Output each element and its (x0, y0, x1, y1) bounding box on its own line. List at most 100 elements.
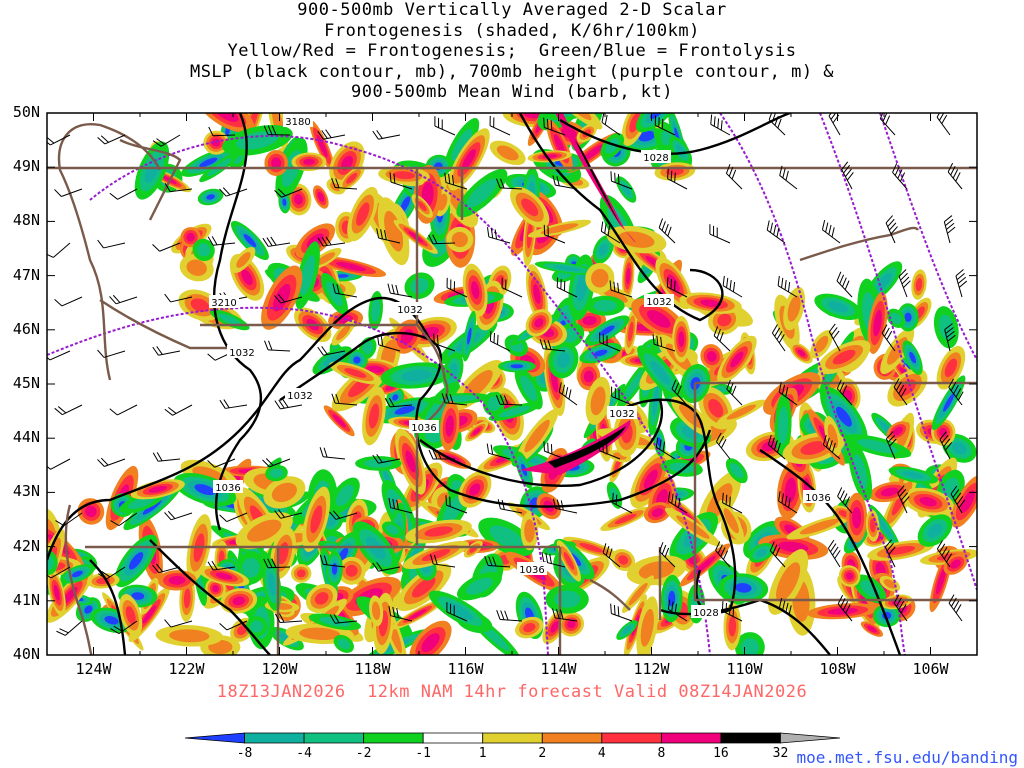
frontogenesis-blob (263, 476, 306, 509)
frontogenesis-blob (700, 344, 724, 369)
frontogenesis-blob (621, 251, 635, 301)
frontogenesis-blob (396, 563, 452, 612)
frontogenesis-blob (312, 346, 352, 375)
frontogenesis-blob (725, 458, 748, 484)
frontogenesis-blob (465, 421, 489, 442)
colorbar-segment (303, 732, 365, 744)
frontogenesis-blob (616, 620, 638, 640)
frontogenesis-blob (585, 295, 625, 316)
frontogenesis-blob (362, 386, 386, 446)
frontogenesis-blob (838, 565, 861, 587)
frontogenesis-blob (198, 565, 250, 587)
frontogenesis-blob (716, 399, 766, 425)
frontogenesis-blob (613, 408, 641, 457)
frontogenesis-blob (592, 235, 614, 264)
frontogenesis-blob (527, 219, 592, 238)
frontogenesis-blob (636, 596, 659, 655)
frontogenesis-blob (584, 315, 630, 346)
colorbar-tick-label: 8 (657, 746, 666, 761)
frontogenesis-blob (585, 262, 615, 294)
frontogenesis-blob (525, 309, 553, 337)
frontogenesis-blob (489, 140, 526, 166)
frontogenesis-blob (585, 376, 611, 425)
frontogenesis-blob (456, 572, 502, 601)
frontogenesis-blob (329, 361, 382, 385)
frontogenesis-blob (600, 506, 651, 531)
frontogenesis-blob (323, 405, 355, 437)
frontogenesis-blob (807, 603, 879, 620)
frontogenesis-blob (47, 550, 58, 575)
frontogenesis-blob (291, 563, 312, 583)
frontogenesis-blob (911, 269, 927, 300)
frontogenesis-blob (320, 272, 348, 315)
frontogenesis-blob (262, 557, 282, 611)
frontogenesis-blob (157, 570, 197, 591)
frontogenesis-blob (368, 290, 383, 330)
frontogenesis-blob (515, 616, 544, 639)
frontogenesis-blob (579, 342, 622, 364)
colorbar-segment (244, 732, 305, 744)
frontogenesis-blob (698, 386, 734, 430)
frontogenesis-blob (308, 613, 362, 631)
frontogenesis-blob (312, 185, 329, 209)
colorbar-segment (541, 732, 603, 744)
frontogenesis-blob (326, 551, 343, 587)
frontogenesis-blob (305, 583, 338, 613)
frontogenesis-blob (672, 315, 691, 363)
colorbar-tick-label: 4 (597, 746, 606, 761)
frontogenesis-blob (405, 519, 472, 544)
frontogenesis-blob (664, 507, 721, 547)
colorbar-tick-label: -2 (355, 746, 372, 761)
frontogenesis-blob (786, 513, 853, 540)
frontogenesis-blob (409, 620, 452, 655)
frontogenesis-blob (444, 118, 480, 172)
frontogenesis-blob (556, 540, 581, 582)
frontogenesis-blob (446, 226, 474, 253)
frontogenesis-blob (355, 456, 402, 471)
frontogenesis-blob (291, 152, 327, 172)
colorbar-segment (660, 732, 722, 744)
colorbar-tick-label: -4 (296, 746, 312, 761)
frontogenesis-blob (488, 402, 541, 421)
colorbar-tick-label: 1 (478, 746, 487, 761)
frontogenesis-blob (294, 241, 320, 310)
frontogenesis-blob (309, 119, 335, 173)
frontogenesis-blob (265, 464, 288, 482)
frontogenesis-blob (333, 634, 354, 653)
colorbar-tick-label: -8 (236, 746, 253, 761)
frontogenesis-blob (369, 595, 384, 627)
frontogenesis-blob (462, 310, 477, 362)
frontogenesis-blob (783, 286, 806, 331)
colorbar-tick-label: 16 (713, 746, 729, 761)
colorbar-tick-label: -1 (415, 746, 431, 761)
colorbar-tick-label: 2 (538, 746, 547, 761)
frontogenesis-blob (404, 272, 435, 300)
frontogenesis-blob (931, 375, 966, 431)
frontogenesis-blob (77, 498, 105, 525)
frontogenesis-blob (606, 225, 667, 254)
frontogenesis-blob (230, 220, 269, 261)
frontogenesis-blob (393, 219, 438, 254)
frontogenesis-blob (637, 345, 684, 401)
source-url[interactable]: moe.met.fsu.edu/banding (796, 748, 1018, 767)
frontogenesis-blob (768, 549, 809, 615)
frontogenesis-blob (119, 594, 143, 637)
frontogenesis-blob (338, 165, 365, 191)
frontogenesis-blob (515, 408, 559, 464)
frontogenesis-blob (347, 186, 379, 242)
frontogenesis-blob (315, 256, 387, 278)
frontogenesis-blob (462, 263, 488, 317)
frontogenesis-blob (197, 188, 224, 206)
frontogenesis-blob (498, 360, 536, 373)
colorbar-segment (363, 732, 424, 744)
colorbar-segment (184, 732, 245, 744)
colorbar-segment (720, 732, 781, 744)
frontogenesis-blob (717, 335, 757, 384)
frontogenesis-blob (548, 341, 579, 379)
frontogenesis-blob (514, 366, 543, 410)
frontogenesis-blob (534, 261, 599, 276)
frontogenesis-blob (456, 169, 508, 218)
frontogenesis-blob (622, 575, 654, 613)
